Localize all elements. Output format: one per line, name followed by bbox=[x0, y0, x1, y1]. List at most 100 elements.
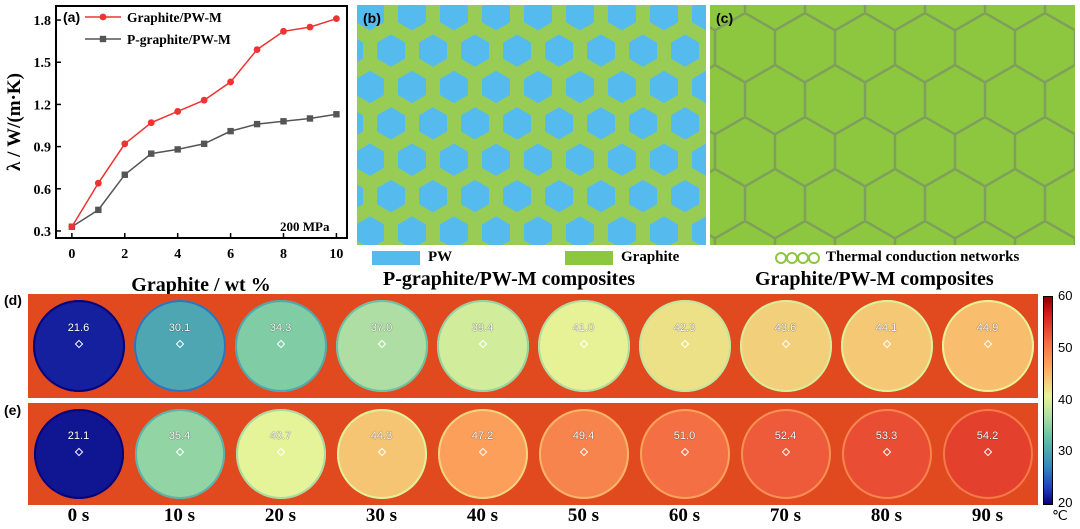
thermal-row-d: 21.6 30.1 34.3 37.0 39.4 41.0 42.3 43.6 44.1 44.9 bbox=[28, 294, 1038, 398]
panel-c-honeycomb: (c) bbox=[710, 5, 1075, 245]
thermal-frame: 44.1 bbox=[836, 294, 937, 398]
legend-marker bbox=[99, 35, 107, 43]
temperature-reading: 40.7 bbox=[269, 430, 292, 442]
thermal-frame: 54.2 bbox=[937, 403, 1038, 505]
temperature-reading: 21.6 bbox=[67, 322, 90, 334]
temperature-reading: 21.1 bbox=[67, 430, 90, 442]
time-label: 20 s bbox=[264, 505, 297, 526]
temperature-reading: 34.3 bbox=[269, 322, 292, 334]
temperature-reading: 41.0 bbox=[572, 322, 595, 334]
graphite-network-honeycomb bbox=[710, 5, 1075, 245]
sample-disc bbox=[841, 409, 932, 499]
sample-disc bbox=[941, 300, 1034, 392]
thermal-conductivity-chart: 0 2 4 6 8 10 0.3 0.6 0.9 1.2 1.5 1.8 Graphite/PW-M P-… bbox=[4, 5, 348, 296]
data-point bbox=[121, 171, 128, 178]
temperature-reading: 51.0 bbox=[673, 430, 696, 442]
time-label: 80 s bbox=[870, 505, 903, 526]
time-label: 0 s bbox=[67, 505, 90, 526]
temperature-reading: 52.4 bbox=[774, 430, 797, 442]
data-point bbox=[306, 23, 314, 31]
panel-b-caption: P-graphite/PW-M composites bbox=[383, 268, 635, 290]
sample-disc bbox=[739, 300, 832, 392]
colorbar-tick-label: 60 bbox=[1058, 288, 1073, 303]
y-tick-label: 0.9 bbox=[34, 141, 52, 156]
data-point bbox=[95, 206, 102, 214]
y-axis-label: λ / W/(m·K) bbox=[4, 73, 25, 171]
temperature-reading: 39.4 bbox=[471, 322, 494, 334]
data-point bbox=[94, 179, 102, 187]
data-point bbox=[121, 140, 129, 148]
sample-disc bbox=[436, 300, 529, 392]
thermal-frame: 52.4 bbox=[735, 403, 836, 505]
colorbar-unit: ℃ bbox=[1052, 509, 1068, 524]
thermal-frame: 47.2 bbox=[432, 403, 533, 505]
temperature-reading: 53.3 bbox=[875, 430, 898, 442]
sample-disc bbox=[740, 409, 831, 499]
data-point bbox=[227, 127, 234, 135]
thermal-frame: 43.6 bbox=[735, 294, 836, 398]
sample-disc bbox=[537, 300, 630, 392]
x-tick-label: 0 bbox=[68, 247, 75, 262]
graphite-legend-swatch bbox=[565, 251, 613, 265]
data-point bbox=[306, 115, 314, 122]
sample-disc bbox=[336, 409, 427, 499]
x-axis-label: Graphite / wt % bbox=[131, 274, 270, 296]
temperature-reading: 44.3 bbox=[370, 430, 393, 442]
panel-b-honeycomb: (b) bbox=[357, 5, 706, 245]
time-label: 60 s bbox=[668, 505, 701, 526]
network-legend-label: Thermal conduction networks bbox=[826, 249, 1020, 265]
x-tick-label: 10 bbox=[329, 247, 343, 262]
row-d-label: (d) bbox=[4, 292, 22, 308]
colorbar-ticks: 60 50 40 30 20 bbox=[1058, 288, 1080, 510]
thermal-frame: 39.4 bbox=[432, 294, 533, 398]
data-point bbox=[280, 118, 287, 125]
thermal-frame: 21.1 bbox=[28, 403, 129, 505]
y-tick-label: 1.2 bbox=[34, 98, 52, 113]
temperature-reading: 49.4 bbox=[572, 430, 595, 442]
data-point bbox=[333, 15, 340, 23]
time-label: 70 s bbox=[769, 505, 802, 526]
sample-disc bbox=[33, 409, 124, 499]
data-point bbox=[253, 46, 261, 53]
thermal-frame: 49.4 bbox=[533, 403, 634, 505]
thermal-frame: 41.0 bbox=[533, 294, 634, 398]
time-label: 90 s bbox=[971, 505, 1004, 526]
sample-disc bbox=[840, 300, 933, 392]
y-tick-label: 0.3 bbox=[34, 225, 52, 240]
colorbar-tick-label: 30 bbox=[1058, 443, 1073, 459]
x-tick-label: 8 bbox=[280, 247, 287, 262]
sample-disc bbox=[638, 300, 731, 392]
thermal-frame: 37.0 bbox=[331, 294, 432, 398]
time-label: 40 s bbox=[466, 505, 499, 526]
pw-legend-swatch bbox=[372, 251, 420, 265]
panel-b-label: (b) bbox=[363, 10, 381, 26]
thermal-frame: 40.7 bbox=[230, 403, 331, 505]
data-point bbox=[174, 146, 181, 153]
thermal-frame: 53.3 bbox=[836, 403, 937, 505]
thermal-frame: 44.9 bbox=[937, 294, 1038, 398]
panel-c-caption: Graphite/PW-M composites bbox=[755, 268, 994, 290]
temperature-reading: 44.9 bbox=[976, 322, 999, 334]
thermal-frame: 42.3 bbox=[634, 294, 735, 398]
sample-disc bbox=[437, 409, 528, 499]
sample-disc bbox=[335, 300, 428, 392]
sample-disc bbox=[133, 300, 226, 392]
sample-disc bbox=[942, 409, 1033, 499]
graphite-legend-label: Graphite bbox=[621, 249, 680, 265]
colorbar-tick-label: 20 bbox=[1058, 495, 1073, 510]
temperature-reading: 42.3 bbox=[673, 322, 696, 334]
legend-label: P-graphite/PW-M bbox=[127, 32, 231, 47]
temperature-reading: 30.1 bbox=[168, 322, 191, 334]
temperature-reading: 54.2 bbox=[976, 430, 999, 442]
x-tick-label: 6 bbox=[227, 247, 234, 262]
data-point bbox=[174, 108, 182, 115]
thermal-frame: 44.3 bbox=[331, 403, 432, 505]
sample-disc bbox=[134, 409, 225, 499]
network-legend-icon bbox=[775, 252, 820, 264]
colorbar-tick-label: 40 bbox=[1058, 391, 1073, 407]
x-tick-label: 2 bbox=[121, 247, 128, 262]
thermal-frame: 51.0 bbox=[634, 403, 735, 505]
data-point bbox=[148, 150, 155, 157]
x-tick-label: 4 bbox=[174, 247, 181, 262]
temperature-reading: 47.2 bbox=[471, 430, 494, 442]
